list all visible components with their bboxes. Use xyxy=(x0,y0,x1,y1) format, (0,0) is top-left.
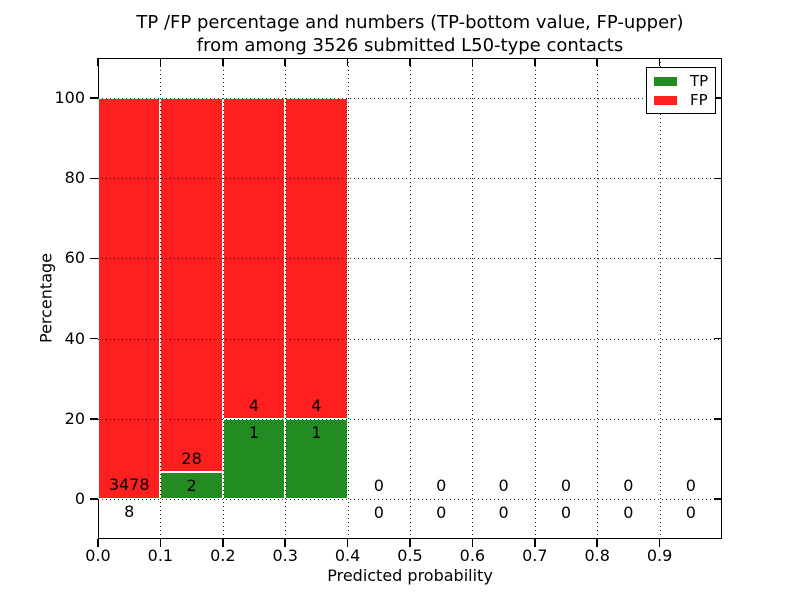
gridline-vertical xyxy=(222,58,224,539)
tp-count-label: 0 xyxy=(685,502,696,522)
tp-count-label: 1 xyxy=(248,422,260,442)
y-tick-left xyxy=(90,418,98,420)
legend-row: TP xyxy=(647,72,715,91)
legend-row: FP xyxy=(647,91,715,110)
bar-tp-segment xyxy=(160,472,223,499)
gridline-vertical xyxy=(285,58,287,539)
y-tick-right xyxy=(714,418,722,420)
fp-count-label: 0 xyxy=(498,475,509,495)
tp-count-label: 0 xyxy=(623,502,634,522)
x-tick-top xyxy=(159,58,162,66)
x-axis-label: Predicted probability xyxy=(327,566,493,585)
y-tick-left xyxy=(90,498,98,500)
y-tick-label: 0 xyxy=(74,488,85,508)
x-tick-label: 0.9 xyxy=(646,546,673,565)
x-tick-top xyxy=(222,58,224,66)
chart-title: TP /FP percentage and numbers (TP-bottom… xyxy=(10,11,800,57)
gridline-horizontal xyxy=(98,98,722,100)
chart-title-line2: from among 3526 submitted L50-type conta… xyxy=(196,35,624,56)
y-tick-right xyxy=(714,97,722,99)
fp-count-label: 4 xyxy=(311,395,322,415)
fp-count-label: 4 xyxy=(248,395,260,415)
gridline-vertical xyxy=(347,58,349,539)
y-tick-left xyxy=(90,337,98,340)
tp-count-label: 2 xyxy=(186,476,197,496)
gridline-horizontal xyxy=(98,498,722,500)
gridline-vertical xyxy=(472,58,474,539)
y-tick-right xyxy=(714,257,722,260)
y-tick-label: 60 xyxy=(64,248,85,268)
legend-swatch-fp-icon xyxy=(654,96,677,105)
tp-count-label: 0 xyxy=(436,502,447,522)
gridline-vertical xyxy=(534,58,536,539)
legend-label-fp: FP xyxy=(690,91,708,109)
x-tick-bottom xyxy=(471,539,474,547)
fp-count-label: 0 xyxy=(623,475,634,495)
fp-count-label: 0 xyxy=(685,475,696,495)
tp-count-label: 1 xyxy=(311,422,322,442)
gridline-vertical xyxy=(659,58,661,539)
tp-count-label: 0 xyxy=(373,502,384,522)
x-tick-bottom xyxy=(346,539,349,547)
fp-count-label: 3478 xyxy=(108,474,150,494)
x-tick-top xyxy=(97,58,99,66)
gridline-horizontal xyxy=(98,338,722,340)
bar-fp-segment xyxy=(98,98,161,499)
x-tick-bottom xyxy=(159,539,162,547)
y-tick-left xyxy=(90,97,98,99)
plot-area: 3478 8 28 2 4 1 4 1 0 0 0 0 0 0 0 0 0 0 0 0 xyxy=(98,58,722,539)
gridline-horizontal xyxy=(98,258,722,260)
y-tick-left xyxy=(90,177,98,179)
x-tick-bottom xyxy=(97,539,99,547)
y-tick-right xyxy=(714,498,722,500)
x-tick-top xyxy=(471,58,474,66)
x-tick-label: 0.4 xyxy=(334,546,361,565)
gridline-vertical xyxy=(410,58,411,539)
gridline-horizontal xyxy=(98,418,722,420)
x-tick-top xyxy=(346,58,349,66)
fp-count-label: 0 xyxy=(373,475,384,495)
x-tick-top xyxy=(284,58,286,66)
legend-label-tp: TP xyxy=(690,72,709,90)
tp-count-label: 8 xyxy=(124,501,135,521)
chart-title-line1: TP /FP percentage and numbers (TP-bottom… xyxy=(136,12,684,33)
tp-count-label: 0 xyxy=(498,502,509,522)
x-tick-bottom xyxy=(596,539,598,547)
x-tick-top xyxy=(658,58,661,66)
gridline-horizontal xyxy=(98,178,722,180)
x-tick-label: 0.8 xyxy=(584,546,610,565)
x-tick-label: 0.7 xyxy=(522,546,548,565)
legend: TP FP xyxy=(646,67,716,114)
fp-count-label: 0 xyxy=(436,475,447,495)
y-tick-right xyxy=(714,177,722,179)
y-tick-label: 80 xyxy=(64,168,85,188)
x-tick-bottom xyxy=(222,539,224,547)
x-tick-bottom xyxy=(534,539,536,547)
y-tick-label: 100 xyxy=(54,88,85,108)
y-tick-right xyxy=(714,337,722,340)
x-tick-top xyxy=(596,58,598,66)
y-tick-label: 20 xyxy=(64,408,85,428)
x-tick-top xyxy=(534,58,536,66)
y-tick-label: 40 xyxy=(64,328,85,348)
x-tick-top xyxy=(409,58,411,66)
gridline-vertical xyxy=(160,58,162,539)
y-tick-left xyxy=(90,257,98,260)
fp-count-label: 28 xyxy=(181,449,202,469)
fp-count-label: 0 xyxy=(560,475,572,495)
x-tick-bottom xyxy=(284,539,286,547)
bar-fp-segment xyxy=(160,98,223,473)
x-tick-label: 0.1 xyxy=(147,546,174,565)
x-tick-label: 0.5 xyxy=(397,546,423,565)
x-tick-label: 0.6 xyxy=(459,546,486,565)
x-tick-bottom xyxy=(658,539,661,547)
x-tick-label: 0.0 xyxy=(85,546,111,565)
x-tick-label: 0.2 xyxy=(210,546,236,565)
x-tick-bottom xyxy=(409,539,411,547)
legend-swatch-tp-icon xyxy=(654,77,677,86)
x-tick-label: 0.3 xyxy=(272,546,298,565)
tp-count-label: 0 xyxy=(560,502,572,522)
gridline-vertical xyxy=(597,58,599,539)
